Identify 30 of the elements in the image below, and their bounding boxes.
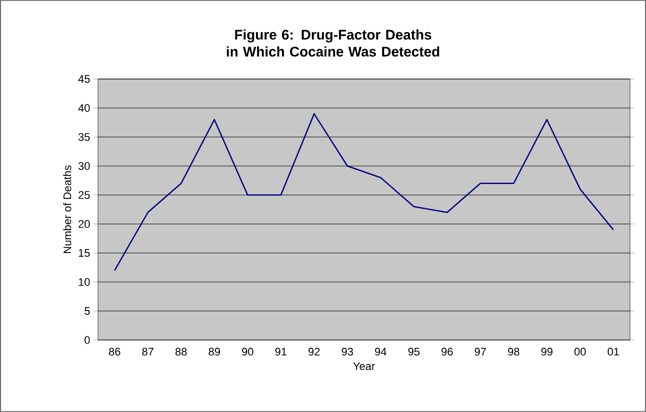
y-tick-label: 5 — [84, 307, 90, 315]
x-tick-label: 99 — [541, 348, 552, 356]
y-tick-label: 40 — [78, 104, 90, 112]
y-tick-label: 20 — [78, 220, 90, 228]
x-tick-label: 89 — [208, 348, 220, 356]
x-tick-label: 97 — [474, 348, 486, 356]
x-tick-label: 94 — [375, 348, 386, 356]
x-tick-label: 92 — [308, 348, 320, 356]
line-series — [114, 113, 614, 272]
x-tick-label: 95 — [408, 348, 420, 356]
x-tick-label: 01 — [608, 348, 619, 356]
y-tick-label: 25 — [78, 191, 90, 199]
x-tick-label: 00 — [574, 348, 586, 356]
y-tick-label: 0 — [84, 336, 90, 344]
x-tick-label: 91 — [275, 348, 286, 356]
y-axis-title: Number of Deaths — [63, 165, 72, 254]
x-axis-title: Year — [353, 362, 375, 370]
y-tick-label: 15 — [78, 249, 90, 257]
x-tick-label: 96 — [442, 348, 453, 356]
y-tick-label: 45 — [78, 75, 90, 83]
x-tick-label: 87 — [142, 348, 154, 356]
x-tick-label: 86 — [109, 348, 120, 356]
x-tick-label: 90 — [242, 348, 254, 356]
y-tick-label: 10 — [78, 278, 90, 286]
x-tick-label: 93 — [342, 348, 353, 356]
chart-title: Figure 6: Drug-Factor Deaths in Which Cocaine Was Detected — [226, 29, 440, 57]
x-tick-label: 88 — [176, 348, 187, 356]
y-tick-label: 35 — [78, 133, 90, 141]
x-tick-label: 98 — [508, 348, 520, 356]
y-tick-label: 30 — [78, 162, 90, 170]
